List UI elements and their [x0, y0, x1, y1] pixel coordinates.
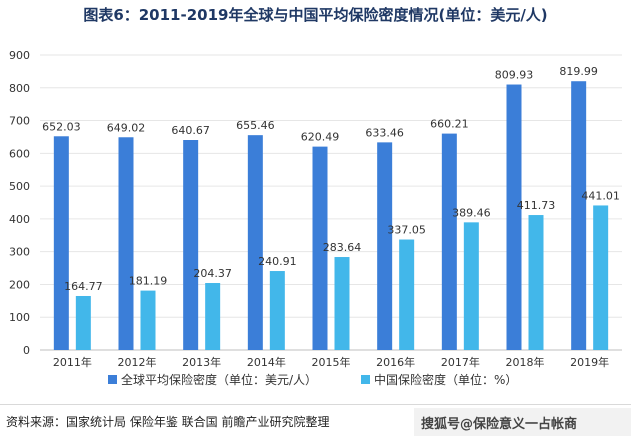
watermark-credit: 搜狐号@保险意义一占帐商: [421, 417, 578, 432]
x-tick-label: 2013年: [182, 355, 221, 369]
legend-swatch: [108, 375, 117, 384]
legend-swatch: [361, 375, 370, 384]
x-axis: 2011年 2012年 2013年 2014年 2015年 2016年 2017年 2018年…: [53, 355, 609, 369]
bars: [53, 81, 609, 351]
y-tick-label: 700: [9, 115, 30, 128]
gridlines: [40, 54, 622, 351]
data-label: 411.73: [517, 199, 556, 212]
bar-china: [528, 215, 544, 350]
bar-china: [75, 295, 91, 350]
y-tick-label: 900: [9, 49, 30, 62]
x-tick-label: 2019年: [570, 355, 609, 369]
x-tick-label: 2014年: [247, 355, 286, 369]
data-label: 819.99: [559, 65, 598, 78]
bar-global: [118, 137, 134, 350]
y-tick-label: 100: [9, 311, 30, 324]
data-labels: 652.03 164.77 649.02 181.19 640.67 204.37 655.…: [42, 65, 620, 293]
legend-label: 全球平均保险密度（单位：美元/人）: [121, 372, 317, 387]
bar-global: [247, 135, 263, 350]
data-label: 809.93: [495, 69, 534, 82]
y-axis: 0 100 200 300 400 500 600 700 800 900: [9, 49, 30, 357]
bar-global: [506, 84, 522, 350]
y-tick-label: 300: [9, 246, 30, 259]
bar-china: [334, 257, 350, 350]
bar-global: [312, 146, 328, 350]
bar-china: [140, 290, 156, 350]
x-tick-label: 2012年: [118, 355, 157, 369]
x-tick-label: 2016年: [376, 355, 415, 369]
bar-global: [377, 142, 393, 350]
x-tick-label: 2011年: [53, 355, 92, 369]
y-tick-label: 500: [9, 180, 30, 193]
data-label: 389.46: [452, 206, 491, 219]
data-label: 204.37: [193, 267, 232, 280]
y-tick-label: 800: [9, 82, 30, 95]
bar-china: [269, 271, 285, 350]
data-label: 649.02: [107, 121, 146, 134]
data-label: 283.64: [323, 241, 362, 254]
bar-global: [183, 140, 199, 350]
data-label: 181.19: [129, 275, 168, 288]
bar-china: [399, 239, 415, 350]
footer-divider: [0, 404, 631, 405]
y-tick-label: 200: [9, 278, 30, 291]
bar-china: [593, 205, 609, 350]
legend: 全球平均保险密度（单位：美元/人） 中国保险密度（单位：%）: [108, 372, 517, 387]
x-tick-label: 2015年: [312, 355, 351, 369]
data-label: 164.77: [64, 280, 103, 293]
bar-china: [205, 283, 221, 350]
data-label: 240.91: [258, 255, 297, 268]
bar-global: [53, 136, 69, 350]
chart-title: 图表6：2011-2019年全球与中国平均保险密度情况(单位：美元/人): [83, 6, 548, 24]
data-label: 633.46: [365, 126, 404, 139]
bar-china: [463, 222, 479, 350]
data-label: 441.01: [581, 189, 620, 202]
data-label: 620.49: [301, 131, 340, 144]
legend-label: 中国保险密度（单位：%）: [374, 372, 517, 387]
data-label: 652.03: [42, 120, 81, 133]
x-tick-label: 2018年: [506, 355, 545, 369]
y-tick-label: 400: [9, 213, 30, 226]
x-tick-label: 2017年: [441, 355, 480, 369]
data-label: 655.46: [236, 119, 275, 132]
data-label: 337.05: [387, 224, 426, 237]
source-note: 资料来源：国家统计局 保险年鉴 联合国 前瞻产业研究院整理: [6, 415, 330, 429]
data-label: 660.21: [430, 118, 469, 131]
y-tick-label: 0: [23, 344, 30, 357]
bar-global: [571, 81, 587, 351]
bar-global: [441, 133, 457, 350]
y-tick-label: 600: [9, 147, 30, 160]
data-label: 640.67: [171, 124, 210, 137]
credit-background: [414, 408, 631, 436]
